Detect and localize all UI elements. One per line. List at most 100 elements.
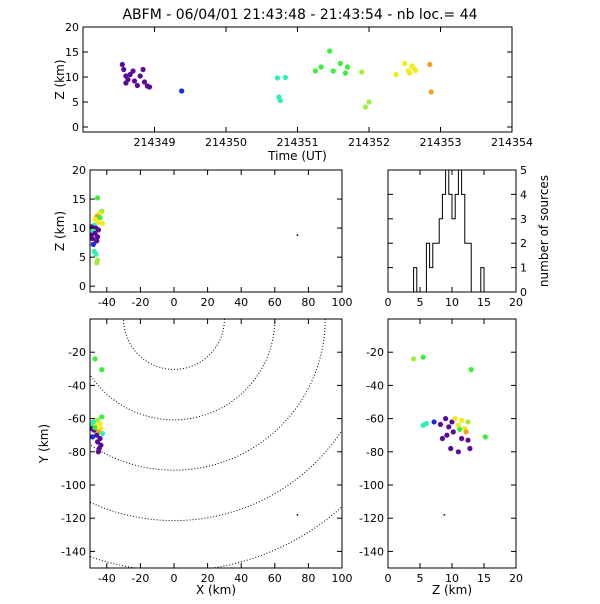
data-point: [100, 430, 106, 437]
x-tick-label: 0: [385, 296, 392, 309]
data-point: [450, 429, 456, 435]
x-tick-label: 40: [234, 572, 248, 585]
data-point: [452, 416, 458, 422]
data-point: [99, 414, 105, 420]
y-axis-label: Y (km): [37, 424, 51, 464]
x-tick-label: 20: [201, 572, 215, 585]
x-axis-label: Z (km): [432, 583, 472, 597]
histogram-steps: [413, 169, 485, 293]
y-tick-label: 15: [65, 46, 79, 59]
data-point: [468, 367, 474, 373]
data-point: [97, 215, 103, 221]
data-point: [95, 227, 101, 233]
data-point: [318, 64, 324, 70]
y-tick-label: -40: [68, 379, 86, 392]
data-point: [337, 60, 343, 67]
data-point: [359, 69, 365, 75]
data-point: [330, 68, 336, 74]
data-point: [141, 79, 148, 85]
data-point: [459, 417, 465, 423]
data-point: [146, 84, 153, 90]
data-point: [134, 82, 140, 89]
data-point: [327, 48, 333, 54]
y-tick-label: 20: [65, 21, 79, 34]
data-point: [130, 68, 136, 74]
data-point: [449, 419, 455, 425]
x-tick-label: 5: [417, 572, 424, 585]
x-tick-label: 60: [268, 296, 282, 309]
x-tick-label: -20: [131, 296, 149, 309]
x-tick-label: 80: [301, 296, 315, 309]
data-point: [344, 64, 351, 70]
x-tick-label: 0: [171, 572, 178, 585]
data-point: [412, 67, 419, 74]
x-tick-label: 10: [445, 572, 459, 585]
data-point: [366, 99, 372, 105]
data-point-small: [443, 513, 446, 516]
data-point: [342, 70, 349, 76]
panel-x-z: -40 -20 0 20 40 60 80 100 0 5 10 15 20 Z (km): [53, 164, 353, 309]
data-point: [94, 260, 100, 266]
panel-x-y: -40 -20 0 20 40 60 80 100 -140 -120 -100 -80 -60 -40 -…: [37, 318, 353, 597]
data-point: [427, 61, 433, 68]
x-tick-label: -40: [98, 572, 116, 585]
x-tick-label: 20: [201, 296, 215, 309]
y-tick-label: -100: [359, 479, 384, 492]
y-tick-label: 5: [72, 96, 79, 109]
y-tick-label: -60: [366, 413, 384, 426]
x-tick-label: 100: [332, 296, 353, 309]
plot-frame: [89, 169, 343, 293]
data-point: [274, 75, 281, 81]
x-tick-label: 20: [509, 572, 523, 585]
x-tick-label: 15: [477, 572, 491, 585]
data-point: [420, 354, 426, 360]
x-axis-label: Time (UT): [267, 149, 327, 163]
data-point: [94, 432, 100, 438]
x-tick-label: 5: [417, 296, 424, 309]
y-axis-label: Z (km): [53, 59, 67, 99]
plot-frame: [387, 169, 517, 293]
x-tick-label: -20: [131, 572, 149, 585]
y-tick-label: 10: [72, 222, 86, 235]
data-point: [119, 61, 125, 68]
data-point: [125, 76, 131, 83]
x-tick-label: 20: [509, 296, 523, 309]
plot-frame: [89, 318, 343, 569]
data-point: [439, 435, 445, 442]
y-tick-label: 0: [520, 286, 527, 299]
x-tick-label: 214349: [134, 136, 176, 149]
plot-frame: [82, 26, 513, 133]
data-point: [411, 356, 417, 362]
data-point: [277, 97, 283, 104]
data-point: [457, 426, 463, 432]
data-point: [140, 66, 146, 73]
y-axis-label: number of sources: [537, 175, 551, 287]
data-point-small: [296, 513, 299, 516]
data-point: [100, 220, 106, 227]
y-tick-label: -80: [366, 446, 384, 459]
data-point: [444, 432, 450, 438]
data-points: [411, 354, 488, 516]
data-point: [121, 66, 127, 73]
data-point: [94, 195, 101, 201]
data-point: [94, 238, 100, 244]
data-point: [393, 71, 399, 78]
data-point: [463, 429, 469, 435]
data-point: [137, 73, 143, 79]
y-tick-label: 15: [72, 193, 86, 206]
y-tick-label: 20: [72, 164, 86, 177]
data-point: [94, 234, 101, 240]
x-tick-label: 0: [385, 572, 392, 585]
data-point: [90, 235, 96, 242]
data-point: [448, 445, 454, 452]
panel-z-y: 0 5 10 15 20 -140 -120 -100 -80 -60 -40 -20 Z (km): [359, 318, 523, 597]
figure-title: ABFM - 06/04/01 21:43:48 - 21:43:54 - nb…: [122, 7, 477, 23]
x-tick-label: 214350: [205, 136, 247, 149]
y-tick-label: 4: [520, 188, 527, 201]
data-points: [90, 356, 299, 516]
data-point: [92, 425, 98, 431]
y-tick-label: 10: [65, 71, 79, 84]
y-tick-label: -80: [68, 446, 86, 459]
